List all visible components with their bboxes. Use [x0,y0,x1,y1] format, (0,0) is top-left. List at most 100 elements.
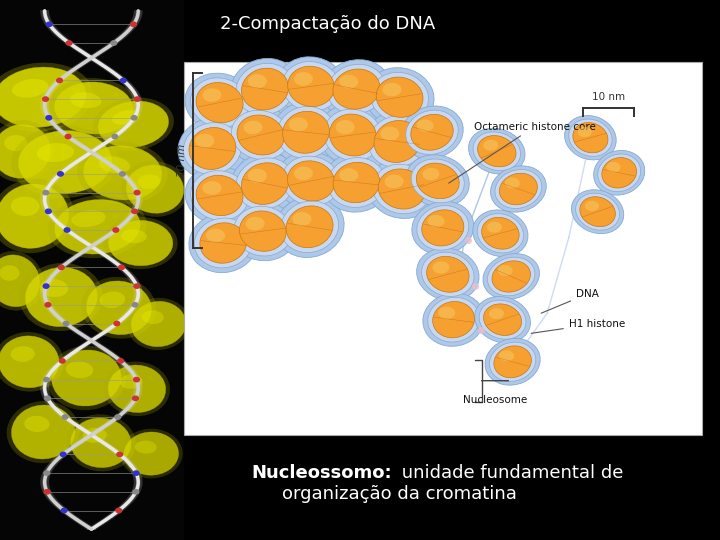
Text: Octameric histone core: Octameric histone core [449,122,595,183]
Ellipse shape [495,170,542,208]
Circle shape [59,359,65,363]
Ellipse shape [230,153,300,214]
Ellipse shape [248,168,267,183]
Ellipse shape [373,164,431,214]
Ellipse shape [328,158,385,207]
Ellipse shape [288,66,334,106]
Circle shape [111,41,117,45]
Ellipse shape [271,102,341,163]
Ellipse shape [131,301,186,347]
Circle shape [117,452,122,456]
Ellipse shape [120,429,183,478]
Circle shape [114,321,120,326]
Text: DNA: DNA [541,289,599,313]
Ellipse shape [121,230,147,243]
Circle shape [133,490,139,494]
Ellipse shape [485,339,540,385]
Circle shape [43,284,49,288]
Ellipse shape [231,110,290,160]
Ellipse shape [410,114,454,150]
Ellipse shape [206,228,225,242]
Ellipse shape [236,63,294,115]
Ellipse shape [98,101,168,147]
Circle shape [46,116,52,120]
Ellipse shape [339,75,359,89]
Circle shape [58,265,64,269]
Ellipse shape [86,281,151,335]
Ellipse shape [195,133,215,147]
Ellipse shape [473,210,528,256]
Ellipse shape [477,214,523,253]
Ellipse shape [71,211,106,227]
Circle shape [66,41,72,45]
Ellipse shape [422,252,474,296]
Ellipse shape [237,115,284,155]
Ellipse shape [54,82,133,134]
Ellipse shape [191,171,248,220]
Ellipse shape [184,123,241,174]
Ellipse shape [371,72,428,122]
Ellipse shape [48,78,139,138]
Ellipse shape [428,298,480,342]
Ellipse shape [365,68,434,127]
Ellipse shape [286,206,333,248]
Circle shape [60,452,66,456]
Ellipse shape [248,74,267,88]
Ellipse shape [401,106,463,159]
Ellipse shape [292,212,312,226]
Ellipse shape [99,292,125,308]
Ellipse shape [369,116,426,167]
Ellipse shape [240,211,286,251]
Ellipse shape [185,73,254,132]
Ellipse shape [243,120,263,134]
Ellipse shape [275,196,344,258]
Ellipse shape [499,350,514,361]
Ellipse shape [494,346,531,378]
Ellipse shape [0,336,59,388]
Ellipse shape [339,168,359,182]
Ellipse shape [0,67,86,127]
Ellipse shape [329,114,377,156]
Ellipse shape [417,206,469,250]
Ellipse shape [189,127,236,170]
Circle shape [43,377,49,382]
Circle shape [135,97,140,102]
Ellipse shape [406,155,469,207]
Ellipse shape [564,116,616,160]
Ellipse shape [83,146,162,200]
Ellipse shape [294,166,313,180]
Text: H1 histone: H1 histone [531,319,625,333]
Ellipse shape [135,441,157,454]
Circle shape [115,415,121,419]
Ellipse shape [490,166,546,212]
Ellipse shape [433,261,449,274]
Ellipse shape [200,223,246,263]
Circle shape [57,78,63,83]
Ellipse shape [283,111,329,153]
Circle shape [133,471,139,475]
Ellipse shape [142,310,164,324]
Ellipse shape [606,162,621,172]
Ellipse shape [24,416,50,432]
Ellipse shape [70,92,102,108]
Ellipse shape [228,201,297,261]
Ellipse shape [406,110,458,154]
Ellipse shape [0,184,68,248]
Ellipse shape [0,332,63,392]
Circle shape [64,228,70,232]
Ellipse shape [575,193,620,230]
Ellipse shape [127,298,190,350]
Circle shape [131,22,137,26]
Ellipse shape [191,78,248,127]
Circle shape [132,209,138,213]
Ellipse shape [384,174,404,188]
Ellipse shape [498,265,513,276]
Circle shape [118,359,124,363]
Ellipse shape [196,176,243,215]
Circle shape [132,302,138,307]
Ellipse shape [322,59,391,119]
Ellipse shape [602,158,636,188]
Ellipse shape [382,83,402,97]
Ellipse shape [92,98,174,151]
Ellipse shape [25,267,97,327]
